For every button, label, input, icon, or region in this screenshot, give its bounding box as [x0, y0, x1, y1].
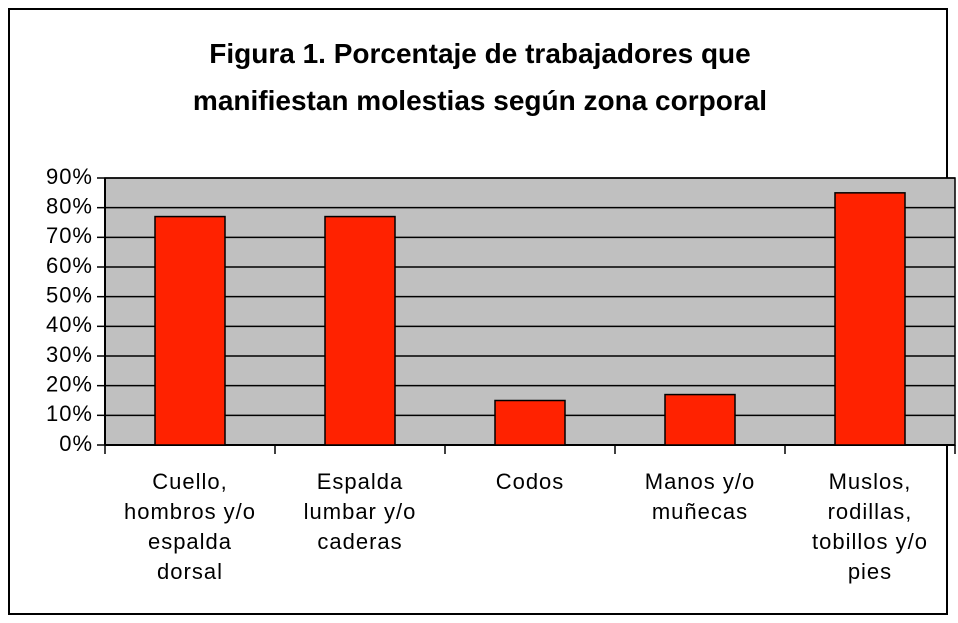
chart-title: Figura 1. Porcentaje de trabajadores que… — [192, 38, 768, 116]
y-tick-label: 80% — [46, 193, 93, 218]
y-tick-label: 60% — [46, 253, 93, 278]
y-tick-label: 20% — [46, 371, 93, 396]
bar — [494, 399, 566, 446]
y-tick-label: 70% — [46, 223, 93, 248]
bar — [154, 215, 226, 446]
bar — [324, 215, 396, 446]
x-tick-label: Cuello, hombros y/o espalda dorsal — [123, 469, 257, 584]
x-tick-label: Codos — [495, 469, 565, 494]
bar — [664, 393, 736, 446]
y-tick-label: 0% — [59, 431, 93, 456]
y-tick-label: 90% — [46, 164, 93, 189]
x-tick-label: Muslos, rodillas, tobillos y/o pies — [812, 469, 928, 584]
x-tick-label: Manos y/o muñecas — [644, 469, 756, 524]
x-tick-label: Espalda lumbar y/o caderas — [303, 469, 417, 554]
y-tick-label: 40% — [46, 312, 93, 337]
y-tick-label: 30% — [46, 342, 93, 367]
y-tick-label: 10% — [46, 401, 93, 426]
bar — [834, 192, 906, 446]
y-tick-label: 50% — [46, 282, 93, 307]
